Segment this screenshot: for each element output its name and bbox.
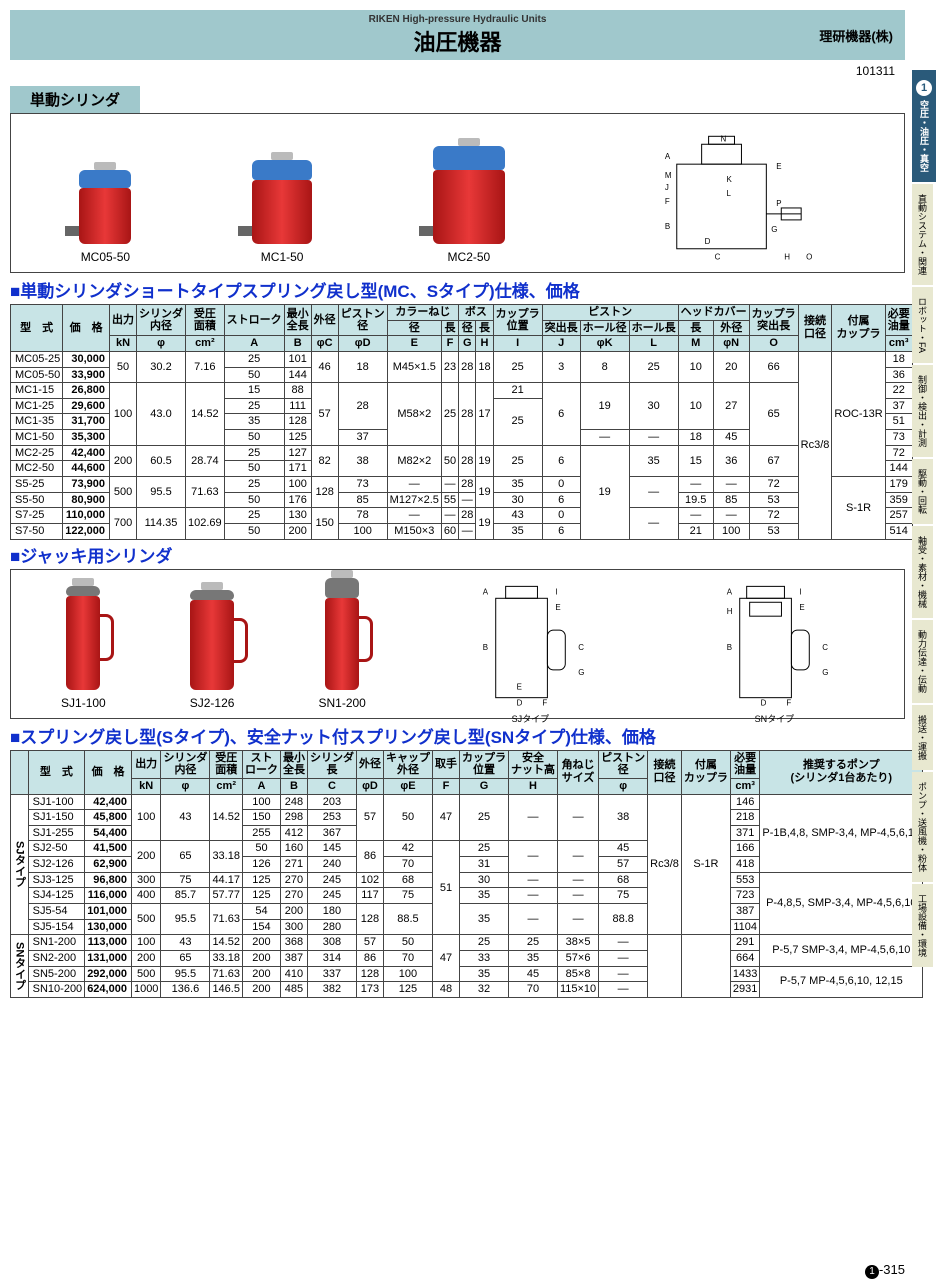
svg-text:J: J xyxy=(664,183,668,192)
svg-text:K: K xyxy=(726,175,732,184)
sidebar-tab[interactable]: 動力伝達・伝動 xyxy=(912,620,933,703)
product-image-row-2: SJ1-100 SJ2-126 SN1-200 AIBCGEFDE SJタイプ … xyxy=(10,569,905,719)
sidebar-tab[interactable]: 搬送・運搬 xyxy=(912,705,933,770)
svg-text:P: P xyxy=(776,199,781,208)
svg-text:G: G xyxy=(771,225,777,234)
page-header: RIKEN High-pressure Hydraulic Units 油圧機器… xyxy=(10,10,905,60)
sidebar-tab[interactable]: ポンプ・送風機・粉体 xyxy=(912,772,933,882)
sidebar-tab[interactable]: 軸受・素材・機械 xyxy=(912,526,933,618)
svg-text:C: C xyxy=(714,253,720,262)
svg-text:C: C xyxy=(578,643,584,652)
sidebar-tab[interactable]: ロボット・FA xyxy=(912,287,933,363)
svg-text:H: H xyxy=(784,253,790,262)
svg-text:G: G xyxy=(822,667,828,676)
product-fig-mc05-50: MC05-50 xyxy=(79,170,131,264)
svg-text:C: C xyxy=(822,643,828,652)
spec-table-2: 型 式価 格出力シリンダ内径受圧面積ストローク最小全長シリンダ長外径キャップ外径… xyxy=(10,750,923,998)
section1-label: 単動シリンダ xyxy=(10,86,140,113)
svg-text:F: F xyxy=(542,698,547,707)
header-subtitle: RIKEN High-pressure Hydraulic Units xyxy=(20,14,895,25)
sidebar-tab[interactable]: 工場設備・環境 xyxy=(912,884,933,967)
svg-text:A: A xyxy=(727,587,733,596)
sidebar-tab[interactable]: 1空圧・油圧・真空 xyxy=(912,70,936,182)
svg-text:I: I xyxy=(555,587,557,596)
section3-title: ■スプリング戻し型(Sタイプ)、安全ナット付スプリング戻し型(SNタイプ)仕様、… xyxy=(10,723,905,748)
svg-text:A: A xyxy=(664,152,670,161)
spec-table-1: 型 式価 格出力シリンダ内径受圧面積ストローク最小全長外径ピストン径カラーねじボ… xyxy=(10,304,913,540)
sidebar-tabs: 1空圧・油圧・真空直動システム・関連ロボット・FA制御・検出・計測駆動・回転軸受… xyxy=(912,70,950,969)
svg-text:A: A xyxy=(483,587,489,596)
section2-title: ■ジャッキ用シリンダ xyxy=(10,542,905,567)
svg-text:L: L xyxy=(726,189,731,198)
svg-text:D: D xyxy=(704,237,710,246)
svg-text:E: E xyxy=(516,682,521,691)
svg-text:F: F xyxy=(664,197,669,206)
svg-text:F: F xyxy=(786,698,791,707)
dimension-diagram-1: N A MJF B E KL D P G C H O xyxy=(626,134,836,264)
product-image-row-1: MC05-50 MC1-50 MC2-50 N A MJF B E KL D P G C xyxy=(10,113,905,273)
page-number: 1-315 xyxy=(865,1262,905,1279)
svg-text:N: N xyxy=(720,134,726,143)
header-title: 油圧機器 xyxy=(20,25,895,57)
svg-text:B: B xyxy=(727,643,732,652)
product-fig-mc2-50: MC2-50 xyxy=(433,146,505,264)
svg-text:I: I xyxy=(799,587,801,596)
header-manufacturer: 理研機器(株) xyxy=(819,26,893,45)
svg-text:O: O xyxy=(806,253,812,262)
svg-text:D: D xyxy=(761,698,767,707)
dimension-diagram-sj: AIBCGEFDE SJタイプ xyxy=(450,580,610,710)
svg-text:M: M xyxy=(664,171,671,180)
svg-text:E: E xyxy=(776,162,781,171)
section1-title: ■単動シリンダショートタイプスプリング戻し型(MC、Sタイプ)仕様、価格 xyxy=(10,277,905,302)
svg-text:B: B xyxy=(664,222,669,231)
svg-text:G: G xyxy=(578,667,584,676)
svg-text:E: E xyxy=(799,603,804,612)
sidebar-tab[interactable]: 駆動・回転 xyxy=(912,459,933,524)
svg-text:D: D xyxy=(516,698,522,707)
sidebar-tab[interactable]: 直動システム・関連 xyxy=(912,184,933,285)
dimension-diagram-sn: AIHEBCGFD SNタイプ xyxy=(694,580,854,710)
sidebar-tab[interactable]: 制御・検出・計測 xyxy=(912,365,933,457)
svg-text:E: E xyxy=(555,603,560,612)
page-code: 101311 xyxy=(10,60,905,86)
svg-text:B: B xyxy=(483,643,488,652)
product-fig-mc1-50: MC1-50 xyxy=(252,160,312,264)
svg-text:H: H xyxy=(727,607,733,616)
